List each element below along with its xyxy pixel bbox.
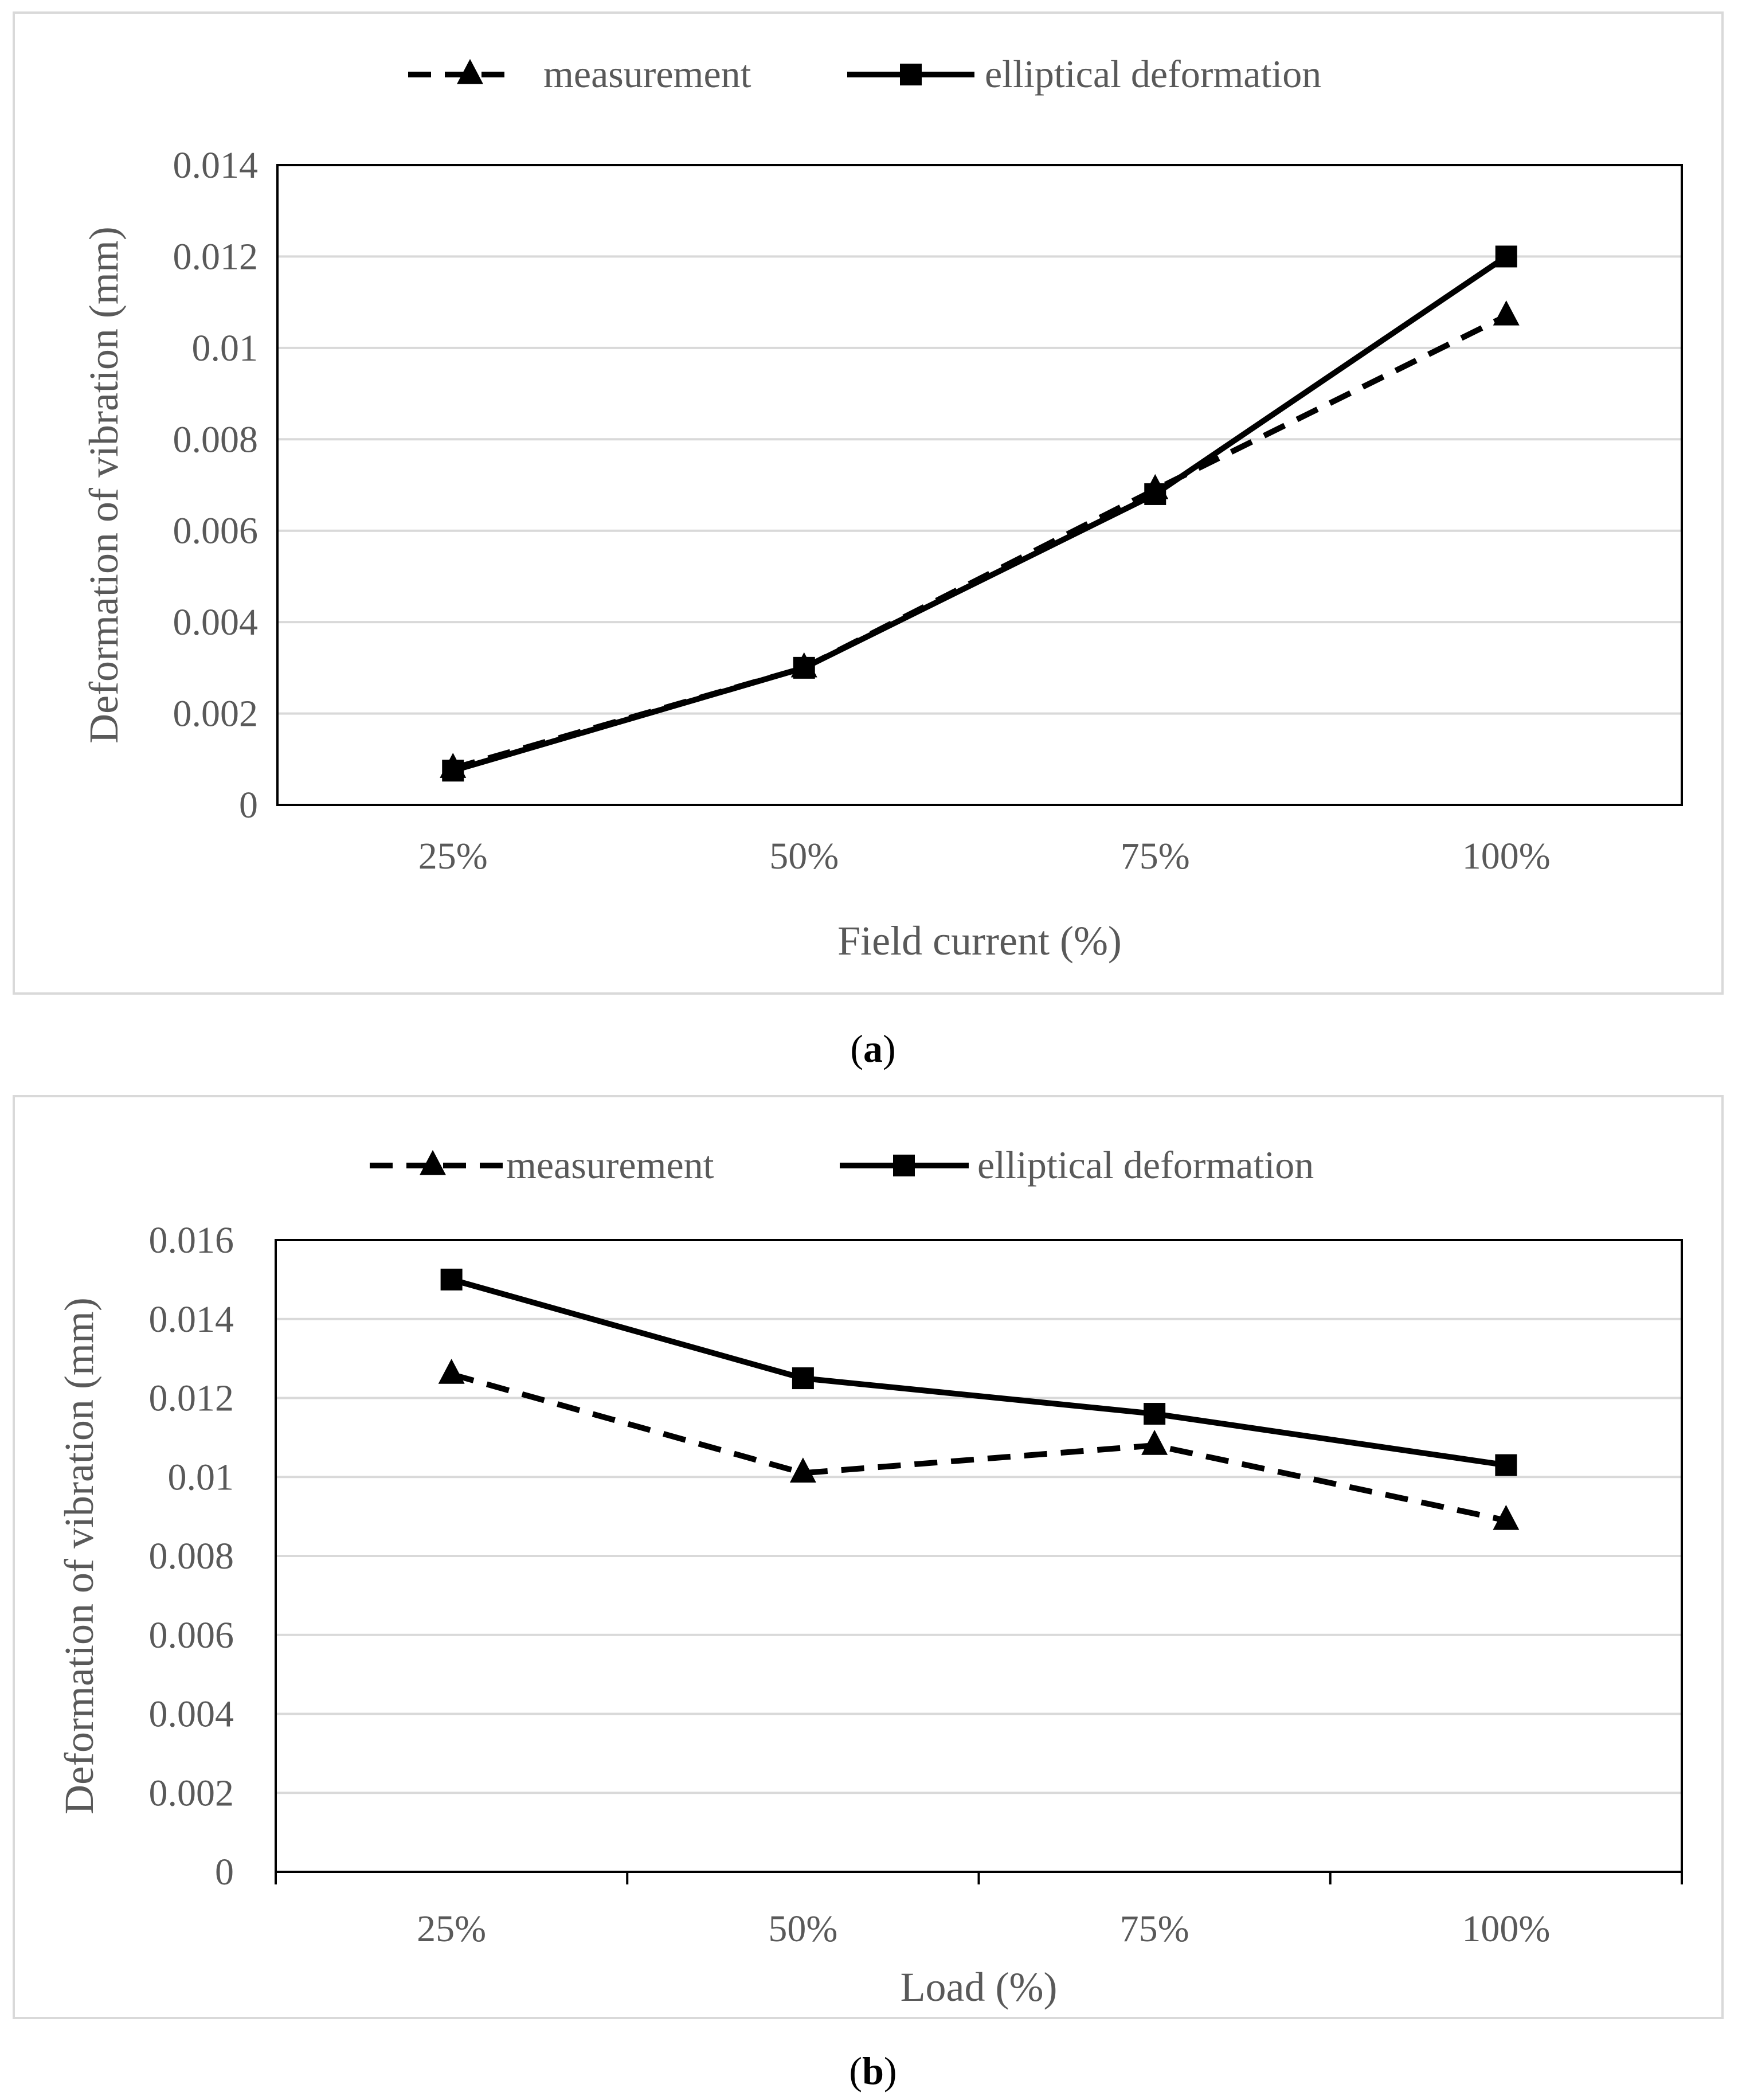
y-tick-label: 0.014	[149, 1299, 234, 1340]
legend-elliptical-label: elliptical deformation	[985, 52, 1321, 96]
chart-a: 0 0.002 0.004 0.006 0.008 0.01 0.012 0.014 25% 50…	[13, 11, 1724, 1070]
y-tick-label: 0.012	[173, 236, 259, 277]
y-tick-label: 0.016	[149, 1219, 234, 1261]
y-tick-label: 0.01	[168, 1456, 234, 1498]
y-tick-label: 0.008	[149, 1535, 234, 1577]
y-tick-label: 0.008	[173, 419, 259, 460]
x-tick-label: 100%	[1462, 835, 1551, 877]
elliptical-point	[1495, 245, 1517, 268]
legend-square-marker	[893, 1155, 915, 1176]
measurement-series-line	[451, 1371, 1507, 1523]
elliptical-point	[440, 1268, 463, 1290]
y-tick-label: 0.012	[149, 1378, 234, 1419]
elliptical-point	[1144, 1403, 1166, 1425]
x-tick-label: 50%	[768, 1908, 837, 1950]
measurement-point	[789, 1457, 816, 1483]
measurement-point	[1493, 1504, 1520, 1530]
y-tick-label: 0.004	[173, 601, 259, 643]
chart-caption: (a)	[850, 1027, 895, 1070]
legend-square-marker	[900, 64, 922, 85]
legend-elliptical-label: elliptical deformation	[977, 1143, 1314, 1187]
y-axis-title: Deformation of vibration (mm)	[81, 226, 127, 744]
legend-measurement-label: measurement	[506, 1143, 714, 1187]
legend: measurement elliptical deformation	[408, 52, 1321, 96]
elliptical-point	[442, 760, 464, 782]
measurement-point	[1493, 300, 1520, 326]
elliptical-point	[793, 656, 815, 679]
elliptical-series-line	[452, 254, 1508, 774]
x-tick-label: 75%	[1120, 1908, 1189, 1950]
y-tick-label: 0	[239, 784, 258, 826]
y-tick-label: 0.01	[192, 327, 259, 369]
elliptical-point	[1144, 483, 1166, 505]
x-tick-label: 25%	[418, 835, 488, 877]
y-tick-label: 0.006	[173, 510, 259, 552]
x-axis-title: Load (%)	[901, 1964, 1058, 2010]
x-axis-title: Field current (%)	[837, 918, 1122, 964]
elliptical-point	[1495, 1454, 1517, 1476]
x-tick-label: 75%	[1121, 835, 1190, 877]
y-tick-label: 0.002	[173, 693, 259, 735]
x-tick-label: 100%	[1462, 1908, 1550, 1950]
chart-frame	[13, 11, 1724, 995]
y-tick-label: 0.006	[149, 1614, 234, 1656]
measurement-point	[1141, 1430, 1168, 1455]
x-tick-label: 50%	[769, 835, 839, 877]
y-tick-label: 0.014	[173, 144, 259, 186]
plot-area	[276, 164, 1683, 806]
measurement-point	[438, 1359, 465, 1384]
legend: measurement elliptical deformation	[370, 1143, 1314, 1187]
elliptical-series-line	[451, 1277, 1507, 1468]
y-axis-title: Deformation of vibration (mm)	[56, 1297, 102, 1814]
chart-caption: (b)	[849, 2049, 897, 2093]
legend-triangle-marker	[420, 1149, 446, 1175]
legend-triangle-marker	[457, 58, 483, 84]
y-tick-label: 0.002	[149, 1772, 234, 1814]
y-tick-label: 0.004	[149, 1694, 234, 1735]
x-tick-label: 25%	[417, 1908, 486, 1950]
legend-measurement-label: measurement	[543, 52, 751, 96]
chart-b: 0 0.002 0.004 0.006 0.008 0.01 0.012 0.014 0.016…	[13, 1095, 1724, 2093]
elliptical-point	[792, 1367, 814, 1390]
y-tick-label: 0	[215, 1851, 234, 1893]
